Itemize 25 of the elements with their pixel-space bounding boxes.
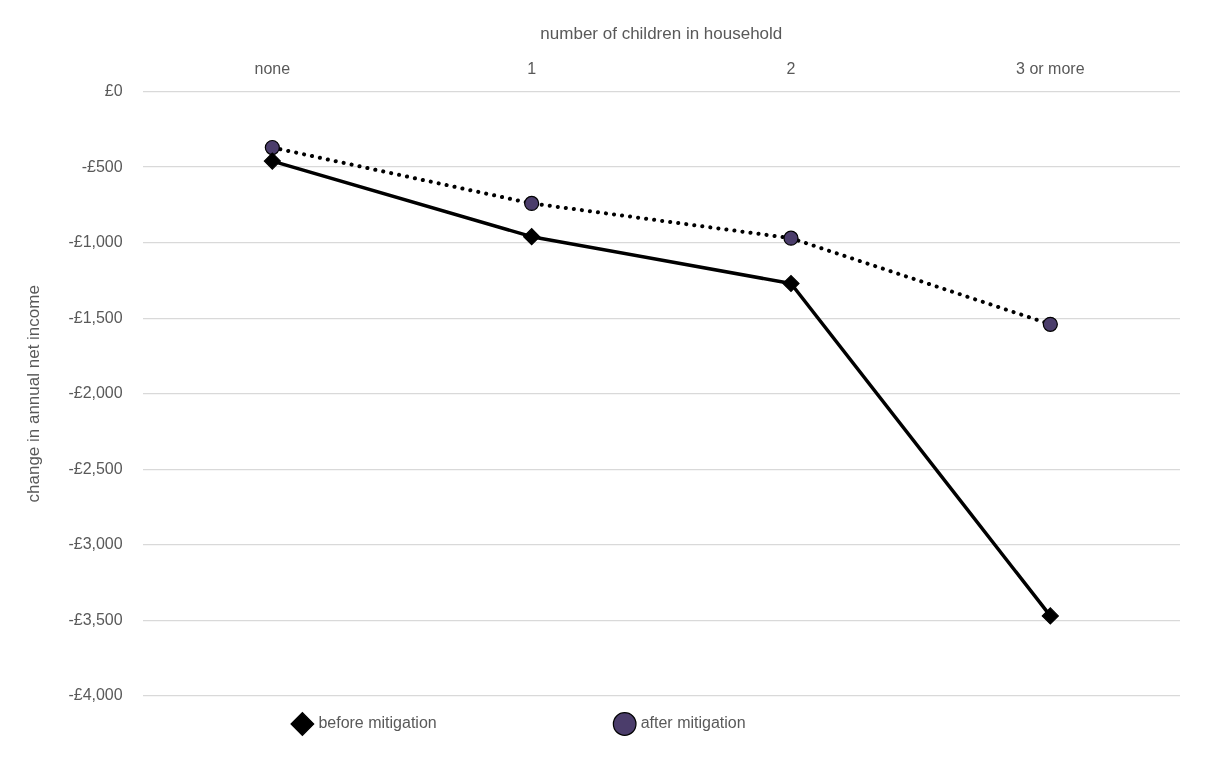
x-tick-label: none [254,60,291,78]
y-tick-label: -£3,500 [68,610,123,628]
y-axis-title: change in annual net income [23,285,43,503]
y-tick-label: -£4,000 [68,686,123,704]
legend-label: before mitigation [318,714,597,732]
point [1042,316,1058,332]
point [782,274,800,293]
point [264,139,280,156]
y-tick-label: £0 [104,82,123,100]
y-tick-label: -£500 [81,157,123,175]
y-tick-label: -£1,000 [68,233,123,251]
y-tick-label: -£2,000 [68,384,123,402]
x-tick-label: 1 [527,60,537,78]
point [1041,607,1059,625]
legend-label: after mitigation [640,714,906,732]
point [524,195,540,212]
x-tick-label: 2 [786,60,796,78]
x-tick-label: 3 or more [1016,60,1085,78]
y-tick-label: -£1,500 [68,308,123,326]
x-axis-title: number of children in household [540,23,783,43]
point [783,230,799,246]
point [523,228,541,246]
y-tick-label: -£2,500 [68,459,123,477]
point [263,152,281,170]
y-tick-label: -£3,000 [68,535,123,553]
